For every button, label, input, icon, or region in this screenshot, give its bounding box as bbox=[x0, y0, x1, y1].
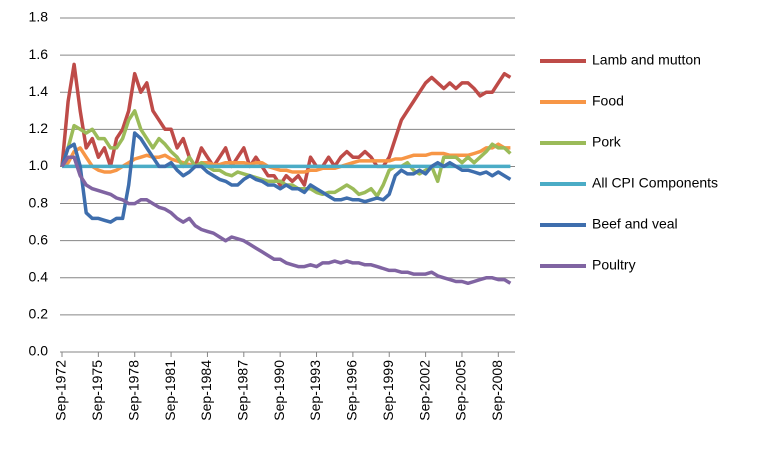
x-tick-label: Sep-1978 bbox=[125, 360, 141, 421]
y-tick-label: 1.4 bbox=[29, 83, 49, 99]
legend-label: Lamb and mutton bbox=[592, 52, 701, 68]
x-tick-label: Sep-1999 bbox=[380, 360, 396, 421]
series-line bbox=[61, 142, 511, 174]
series-line bbox=[60, 155, 512, 286]
x-tick-label: Sep-1975 bbox=[89, 360, 105, 421]
y-tick-label: 0.8 bbox=[29, 194, 49, 210]
series-line bbox=[60, 62, 512, 187]
y-tick-label: 0.2 bbox=[29, 306, 49, 322]
y-tick-label: 0.6 bbox=[29, 231, 49, 247]
x-tick-label: Sep-1981 bbox=[162, 360, 178, 421]
x-tick-label: Sep-2008 bbox=[489, 360, 505, 421]
y-tick-label: 1.8 bbox=[29, 9, 49, 25]
y-tick-label: 1.0 bbox=[29, 157, 49, 173]
legend-label: Beef and veal bbox=[592, 216, 678, 232]
x-tick-label: Sep-1990 bbox=[271, 360, 287, 421]
y-tick-label: 1.2 bbox=[29, 120, 49, 136]
x-tick-label: Sep-2005 bbox=[453, 360, 469, 421]
x-tick-label: Sep-1996 bbox=[344, 360, 360, 421]
legend-label: All CPI Components bbox=[592, 175, 718, 191]
legend-label: Food bbox=[592, 93, 624, 109]
x-tick-label: Sep-1993 bbox=[307, 360, 323, 421]
x-tick-label: Sep-2002 bbox=[416, 360, 432, 421]
y-tick-label: 1.6 bbox=[29, 46, 49, 62]
x-tick-label: Sep-1987 bbox=[235, 360, 251, 421]
x-tick-label: Sep-1972 bbox=[53, 360, 69, 421]
series-line bbox=[60, 131, 512, 224]
legend-label: Poultry bbox=[592, 257, 636, 273]
x-tick-label: Sep-1984 bbox=[198, 360, 214, 421]
y-tick-label: 0.4 bbox=[29, 268, 49, 284]
legend-label: Pork bbox=[592, 134, 622, 150]
y-tick-label: 0.0 bbox=[29, 343, 49, 359]
